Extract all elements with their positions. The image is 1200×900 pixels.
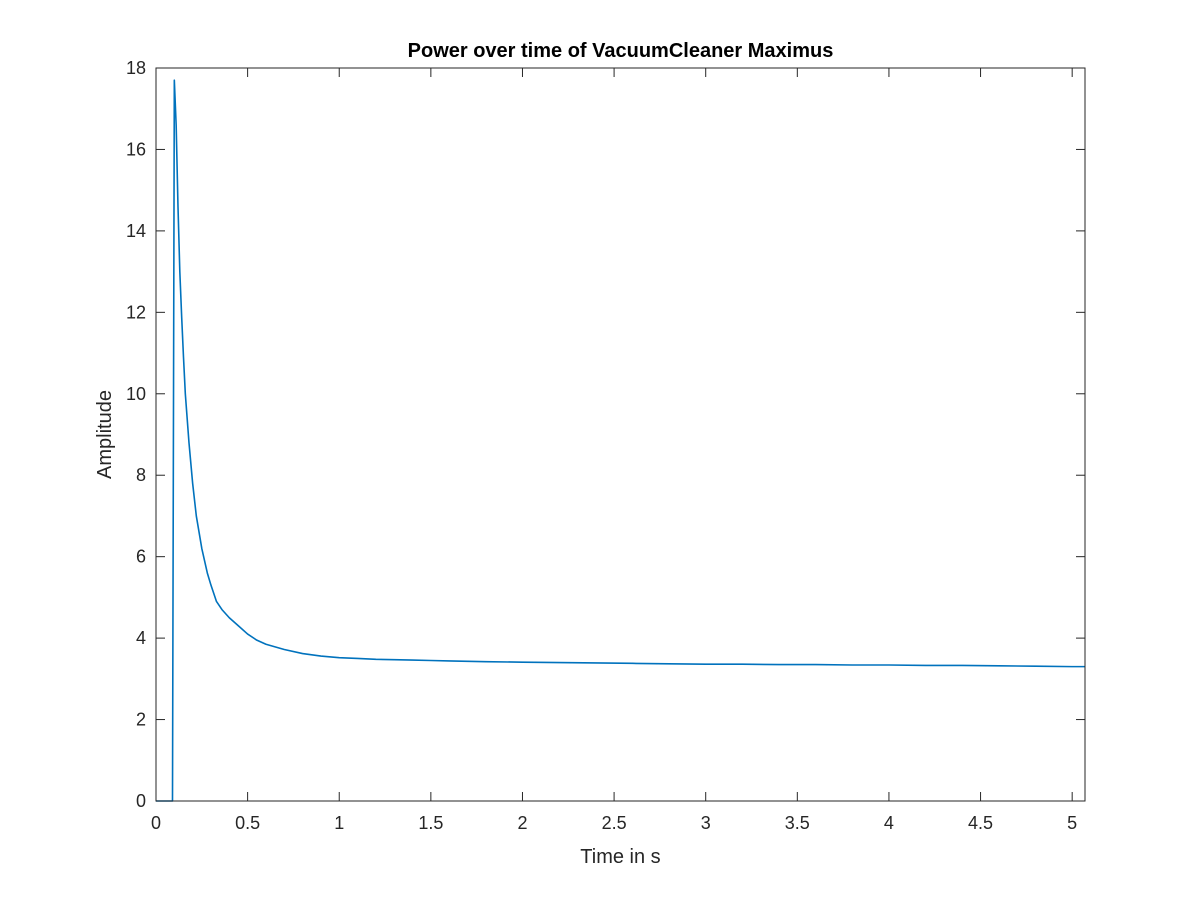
x-tick-label: 0 bbox=[151, 813, 161, 833]
y-tick-label: 2 bbox=[136, 710, 146, 730]
y-tick-label: 4 bbox=[136, 628, 146, 648]
y-tick-label: 10 bbox=[126, 384, 146, 404]
axes-box bbox=[155, 67, 1086, 802]
x-tick-label: 2.5 bbox=[602, 813, 627, 833]
x-tick-label: 5 bbox=[1067, 813, 1077, 833]
y-axis-label: Amplitude bbox=[94, 390, 116, 479]
y-tick-label: 14 bbox=[126, 221, 146, 241]
x-tick-label: 4 bbox=[884, 813, 894, 833]
y-tick-label: 0 bbox=[136, 791, 146, 811]
x-tick-label: 3.5 bbox=[785, 813, 810, 833]
chart-title: Power over time of VacuumCleaner Maximus bbox=[408, 40, 834, 62]
x-tick-label: 3 bbox=[701, 813, 711, 833]
x-tick-label: 0.5 bbox=[235, 813, 260, 833]
x-axis-label: Time in s bbox=[580, 846, 660, 868]
x-tick-label: 2 bbox=[517, 813, 527, 833]
y-tick-label: 16 bbox=[126, 139, 146, 159]
x-tick-label: 1.5 bbox=[418, 813, 443, 833]
y-tick-label: 12 bbox=[126, 302, 146, 322]
y-tick-label: 8 bbox=[136, 465, 146, 485]
y-tick-label: 18 bbox=[126, 58, 146, 78]
plot-area bbox=[156, 68, 1085, 801]
y-tick-label: 6 bbox=[136, 547, 146, 567]
x-tick-label: 4.5 bbox=[968, 813, 993, 833]
series-line bbox=[156, 79, 1085, 802]
series-layer bbox=[156, 79, 1085, 802]
x-tick-label: 1 bbox=[334, 813, 344, 833]
ticks-layer: 0 0.5 1 1.5 2 2.5 3 3.5 4 4.5 5 0 2 4 6 8 10 12 14 16 18 bbox=[126, 58, 1085, 833]
